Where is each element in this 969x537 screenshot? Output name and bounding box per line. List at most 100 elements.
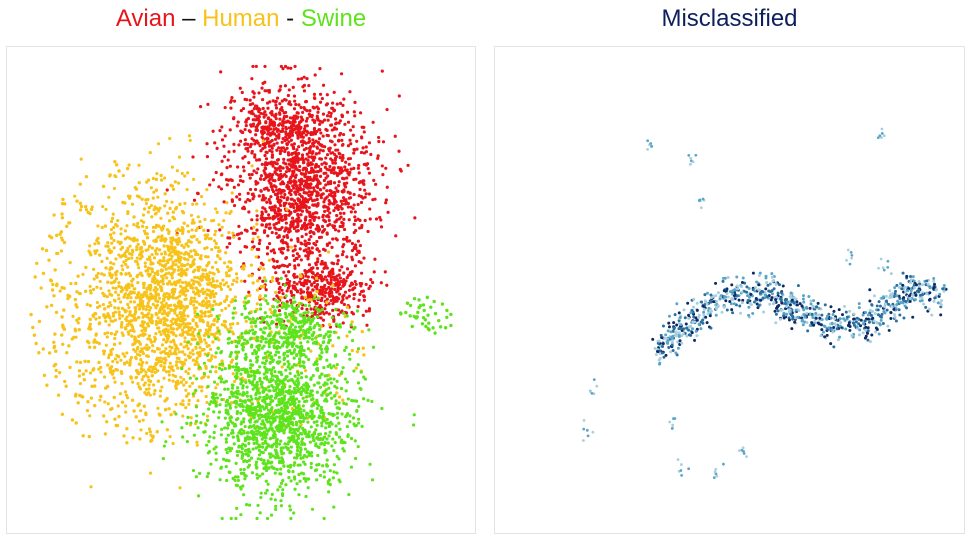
avian-point — [301, 290, 306, 294]
avian-point — [342, 217, 346, 221]
avian-point — [343, 202, 348, 206]
avian-point — [318, 67, 322, 71]
avian-point — [306, 158, 310, 163]
human-point — [138, 437, 142, 441]
avian-point — [329, 114, 333, 118]
avian-point — [340, 253, 345, 257]
swine-point — [352, 369, 356, 373]
human-point — [207, 288, 211, 293]
avian-point — [261, 97, 265, 102]
swine-point — [290, 365, 294, 369]
human-point — [167, 231, 171, 236]
swine-point — [279, 276, 283, 280]
human-point — [194, 345, 198, 349]
avian-point — [318, 100, 323, 104]
human-point — [160, 252, 164, 256]
avian-point — [275, 188, 279, 192]
human-point — [166, 337, 170, 341]
human-point — [129, 296, 133, 300]
human-point — [250, 324, 254, 329]
human-point — [184, 369, 188, 374]
avian-point — [335, 218, 339, 222]
swine-point — [259, 491, 263, 495]
human-point — [209, 313, 213, 318]
swine-point — [321, 437, 325, 442]
swine-point — [185, 421, 189, 425]
swine-point — [231, 365, 235, 369]
human-point — [129, 300, 133, 304]
human-point — [222, 219, 226, 223]
human-point — [178, 324, 182, 328]
swine-point — [273, 498, 277, 502]
human-point — [224, 306, 228, 311]
swine-point — [284, 368, 288, 372]
avian-point — [321, 229, 326, 233]
human-point — [209, 219, 214, 223]
avian-point — [313, 165, 318, 169]
avian-point — [309, 182, 313, 186]
avian-point — [323, 197, 327, 201]
avian-point — [293, 190, 297, 194]
avian-point — [322, 200, 326, 204]
human-point — [203, 314, 207, 318]
human-point — [227, 230, 231, 235]
avian-point — [274, 271, 278, 275]
swine-point — [344, 345, 348, 349]
avian-point — [376, 156, 380, 160]
human-point — [132, 300, 136, 304]
avian-point — [309, 295, 313, 300]
avian-point — [289, 210, 293, 215]
human-point — [150, 349, 155, 353]
avian-point — [232, 142, 236, 146]
human-point — [204, 235, 209, 239]
human-point — [144, 370, 148, 374]
swine-point — [332, 463, 336, 467]
avian-point — [313, 203, 317, 207]
swine-point — [370, 478, 375, 482]
avian-point — [379, 225, 384, 229]
avian-point — [362, 298, 366, 302]
human-point — [173, 180, 177, 184]
avian-point — [281, 67, 285, 71]
human-point — [125, 296, 130, 300]
avian-point — [338, 101, 343, 105]
avian-point — [232, 203, 237, 208]
human-point — [135, 347, 140, 351]
human-point — [261, 297, 266, 301]
swine-point — [248, 359, 253, 363]
avian-point — [331, 302, 335, 306]
human-point — [176, 268, 180, 272]
avian-point — [328, 288, 332, 292]
human-point — [160, 343, 165, 347]
human-point — [191, 290, 196, 294]
avian-point — [244, 120, 248, 124]
avian-point — [342, 282, 347, 286]
human-point — [96, 241, 101, 245]
avian-point — [342, 211, 346, 215]
human-point — [82, 378, 87, 382]
swine-point — [263, 426, 267, 430]
human-point — [102, 352, 106, 356]
swine-point — [217, 416, 221, 420]
human-point — [193, 311, 197, 315]
avian-point — [265, 150, 269, 155]
avian-point — [330, 123, 334, 127]
human-point — [106, 312, 110, 316]
human-point — [235, 280, 239, 284]
human-point — [204, 366, 208, 370]
human-point — [211, 340, 215, 344]
avian-point — [290, 216, 295, 220]
avian-point — [309, 307, 313, 311]
avian-point — [299, 77, 304, 81]
human-point — [255, 209, 259, 213]
human-point — [179, 255, 183, 260]
swine-point — [197, 365, 202, 369]
swine-point — [302, 409, 306, 413]
human-point — [150, 374, 154, 378]
avian-point — [341, 321, 345, 325]
avian-point — [333, 287, 337, 291]
human-point — [134, 296, 138, 300]
avian-point — [318, 292, 323, 296]
avian-point — [284, 135, 288, 139]
avian-point — [222, 144, 226, 148]
